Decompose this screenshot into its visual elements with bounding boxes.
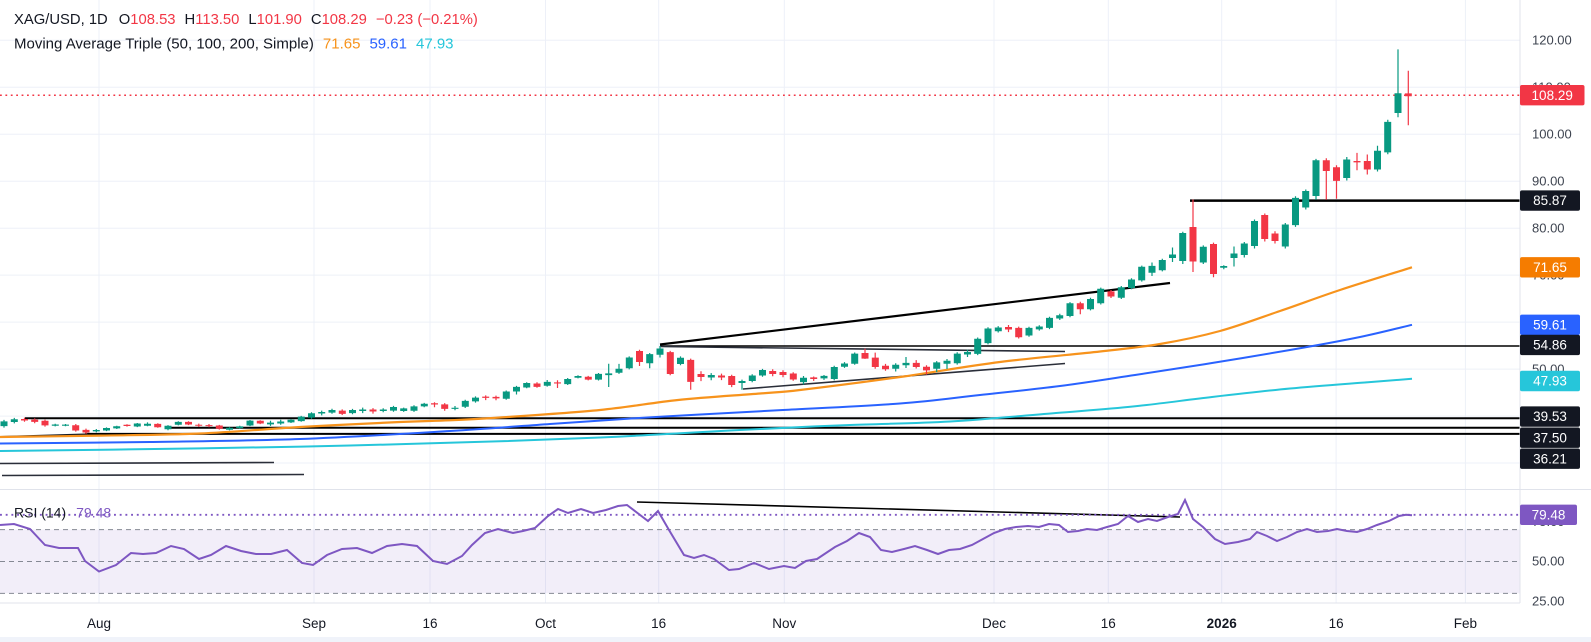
svg-text:Moving Average Triple (50, 100: Moving Average Triple (50, 100, 200, Sim… [14,36,454,53]
svg-text:16: 16 [1329,616,1344,631]
svg-text:54.86: 54.86 [1533,338,1567,353]
svg-text:80.00: 80.00 [1532,220,1565,235]
svg-text:120.00: 120.00 [1532,33,1572,48]
svg-text:71.65: 71.65 [1533,260,1567,275]
svg-text:85.87: 85.87 [1533,193,1567,208]
svg-text:Aug: Aug [87,616,111,631]
svg-text:37.50: 37.50 [1533,430,1567,445]
svg-text:59.61: 59.61 [1533,317,1567,332]
svg-text:2026: 2026 [1207,616,1238,631]
svg-text:Dec: Dec [982,616,1006,631]
svg-text:RSI (14)79.48: RSI (14) 79.48 [14,505,111,521]
svg-text:Nov: Nov [772,616,796,631]
svg-text:25.00: 25.00 [1532,594,1565,609]
svg-text:16: 16 [422,616,437,631]
svg-text:100.00: 100.00 [1532,126,1572,141]
svg-text:16: 16 [1101,616,1116,631]
svg-text:Sep: Sep [302,616,326,631]
svg-text:16: 16 [651,616,666,631]
svg-text:Oct: Oct [535,616,556,631]
svg-text:39.53: 39.53 [1533,409,1567,424]
svg-text:36.21: 36.21 [1533,451,1567,466]
svg-text:79.48: 79.48 [1532,507,1566,522]
svg-text:108.29: 108.29 [1532,88,1573,103]
svg-text:Feb: Feb [1454,616,1477,631]
svg-text:47.93: 47.93 [1533,374,1567,389]
svg-text:90.00: 90.00 [1532,173,1565,188]
svg-text:50.00: 50.00 [1532,554,1565,569]
